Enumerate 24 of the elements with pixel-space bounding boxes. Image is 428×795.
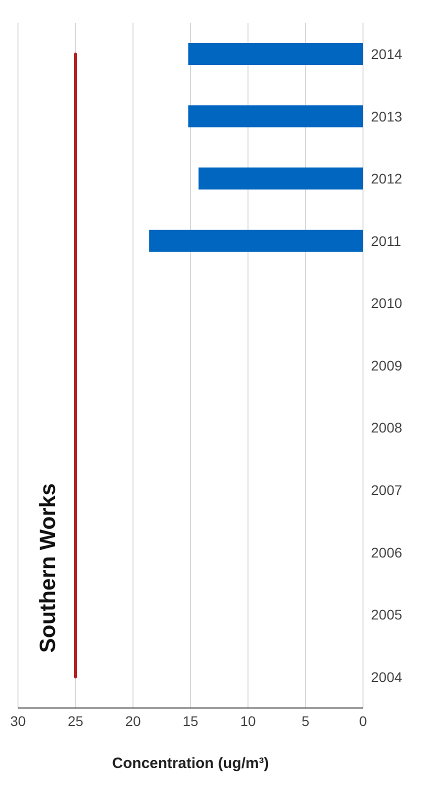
y-tick-label: 2009 (371, 357, 402, 374)
x-tick-label: 25 (68, 712, 84, 729)
y-tick-label: 2007 (371, 482, 402, 498)
x-tick-label: 10 (240, 712, 256, 729)
y-tick-label: 2012 (371, 170, 402, 187)
x-tick-label: 20 (125, 712, 141, 729)
x-axis-title: Concentration (ug/m³) (112, 755, 269, 772)
text: Southern Works (35, 483, 61, 653)
y-tick-label: 2014 (371, 46, 402, 62)
bar (188, 105, 363, 128)
bar (188, 43, 363, 65)
x-tick-label: 0 (359, 712, 368, 729)
bar (149, 230, 363, 252)
bar (198, 168, 363, 190)
y-tick-label: 2013 (371, 108, 402, 124)
y-tick-label: 2005 (371, 606, 402, 623)
y-tick-label: 2011 (371, 232, 402, 249)
y-tick-label: 2004 (371, 668, 402, 685)
y-tick-label: 2006 (371, 544, 402, 560)
y-tick-label: 2010 (371, 295, 402, 312)
x-tick-label: 5 (302, 712, 310, 729)
x-tick-label: 15 (182, 712, 198, 729)
y-tick-label: 2008 (371, 420, 402, 436)
x-tick-label: 30 (10, 712, 26, 729)
